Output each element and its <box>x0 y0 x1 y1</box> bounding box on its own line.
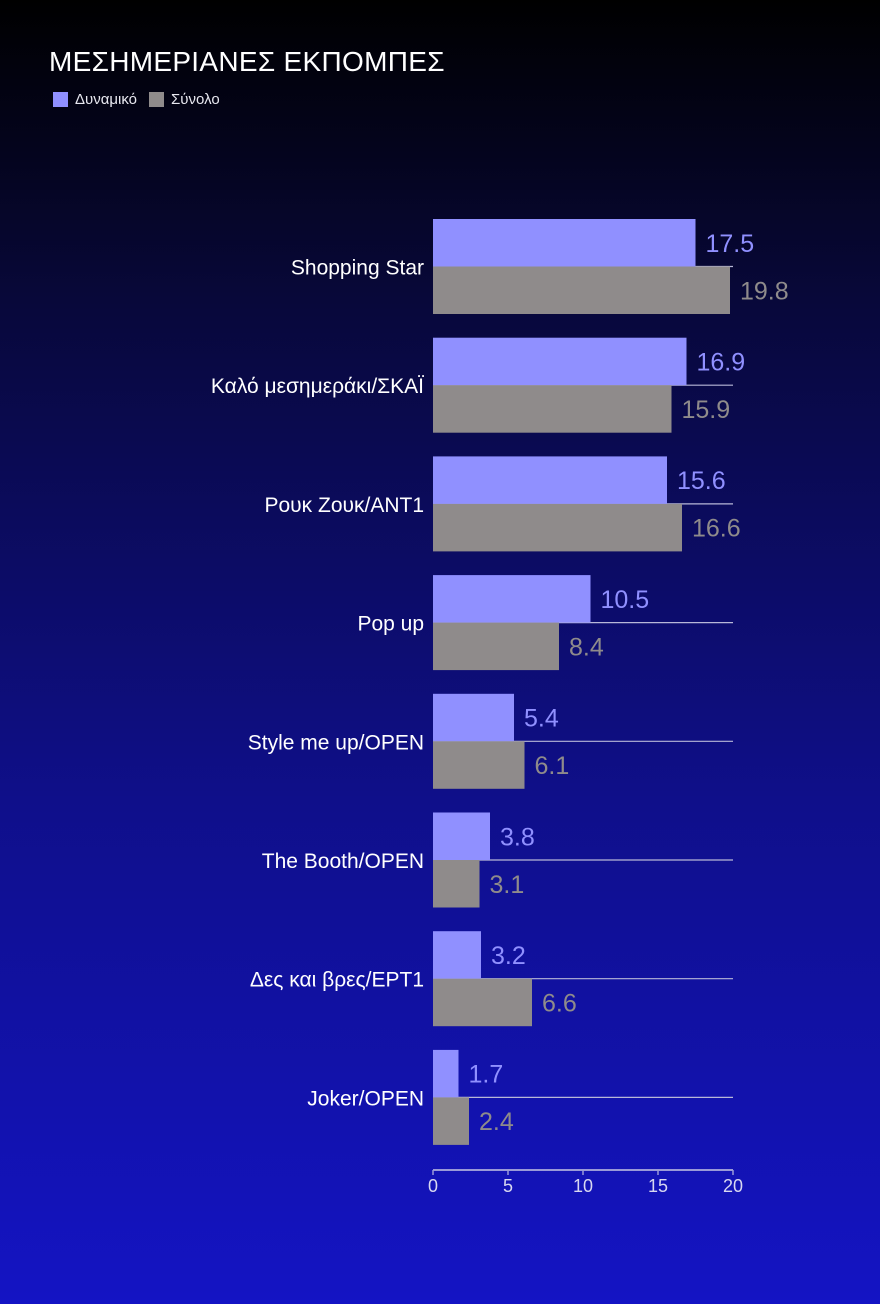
category-label-4: Style me up/OPEN <box>248 731 424 754</box>
data-label-potential-0: 17.5 <box>706 230 755 258</box>
data-label-total-7: 2.4 <box>479 1108 514 1136</box>
bar-total-4 <box>433 741 525 789</box>
bar-total-5 <box>433 860 480 908</box>
legend: Δυναμικό Σύνολο <box>53 91 232 108</box>
data-label-potential-4: 5.4 <box>524 705 559 733</box>
x-tick-label-3: 15 <box>648 1176 668 1196</box>
bar-potential-1 <box>433 337 687 386</box>
category-label-5: The Booth/OPEN <box>262 850 424 873</box>
data-label-potential-3: 10.5 <box>601 586 650 614</box>
data-label-total-4: 6.1 <box>535 752 570 780</box>
bar-total-3 <box>433 622 559 671</box>
bar-potential-6 <box>433 931 481 979</box>
category-label-2: Ρουκ Ζουκ/ΑΝΤ1 <box>264 494 424 517</box>
legend-swatch-total <box>149 92 165 107</box>
data-label-total-1: 15.9 <box>682 396 731 424</box>
data-label-potential-1: 16.9 <box>697 348 746 376</box>
bar-potential-3 <box>433 575 591 623</box>
data-label-total-3: 8.4 <box>569 633 604 661</box>
bar-total-1 <box>433 385 672 433</box>
chart-title: ΜΕΣΗΜΕΡΙΑΝΕΣ ΕΚΠΟΜΠΕΣ <box>49 46 445 77</box>
data-label-total-0: 19.8 <box>740 277 789 305</box>
data-label-potential-7: 1.7 <box>469 1061 504 1089</box>
bar-total-6 <box>433 978 532 1027</box>
x-tick-label-4: 20 <box>723 1176 743 1196</box>
bar-potential-0 <box>433 219 696 267</box>
bar-potential-2 <box>433 456 667 504</box>
data-label-total-6: 6.6 <box>542 989 577 1017</box>
category-label-1: Καλό μεσημεράκι/ΣΚΑΪ <box>211 375 424 398</box>
bar-total-2 <box>433 503 682 552</box>
bar-total-7 <box>433 1097 469 1145</box>
bar-potential-5 <box>433 812 490 860</box>
x-tick-label-0: 0 <box>428 1176 438 1196</box>
bar-potential-4 <box>433 693 514 742</box>
legend-label-potential: Δυναμικό <box>75 91 138 108</box>
data-label-total-5: 3.1 <box>490 871 525 899</box>
legend-item-potential: Δυναμικό <box>53 91 137 108</box>
data-label-potential-6: 3.2 <box>491 942 526 970</box>
bar-total-0 <box>433 266 730 314</box>
x-tick-label-1: 5 <box>503 1176 513 1196</box>
bar-potential-7 <box>433 1049 459 1098</box>
category-label-3: Pop up <box>357 613 424 636</box>
legend-label-total: Σύνολο <box>171 91 220 108</box>
data-label-potential-5: 3.8 <box>500 823 535 851</box>
category-label-7: Joker/OPEN <box>307 1087 424 1110</box>
x-tick-label-2: 10 <box>573 1176 593 1196</box>
category-label-0: Shopping Star <box>291 257 424 280</box>
data-label-total-2: 16.6 <box>692 515 741 543</box>
data-label-potential-2: 15.6 <box>677 467 726 495</box>
legend-item-total: Σύνολο <box>149 91 220 108</box>
category-label-6: Δες και βρες/ΕΡΤ1 <box>250 969 424 992</box>
legend-swatch-potential <box>53 92 68 107</box>
